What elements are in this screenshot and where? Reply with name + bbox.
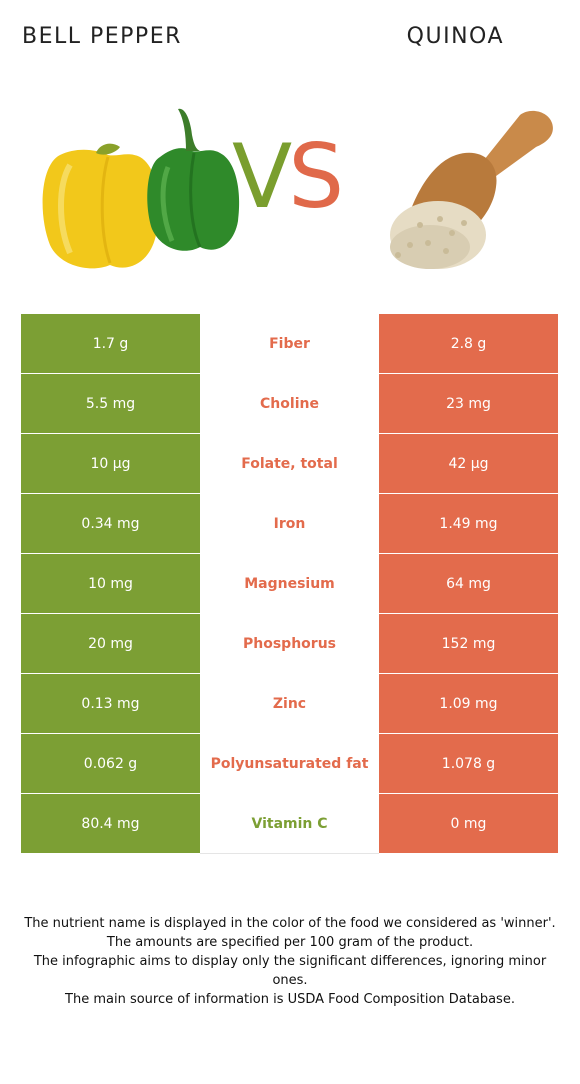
left-value: 0.34 mg — [21, 493, 200, 554]
nutrient-name: Fiber — [200, 314, 379, 374]
right-value: 0 mg — [379, 793, 558, 854]
left-value: 10 mg — [21, 553, 200, 614]
nutrient-comparison-table: 1.7 g Fiber 2.8 g 5.5 mg Choline 23 mg 10 µg Fo… — [21, 314, 558, 854]
left-value: 80.4 mg — [21, 793, 200, 854]
left-value: 5.5 mg — [21, 373, 200, 434]
table-row: 20 mg Phosphorus 152 mg — [21, 613, 558, 674]
table-row: 1.7 g Fiber 2.8 g — [21, 314, 558, 374]
right-value: 1.49 mg — [379, 493, 558, 554]
right-food-title: QUINOA — [406, 24, 504, 49]
footnote-line: The nutrient name is displayed in the co… — [24, 916, 556, 931]
left-value: 10 µg — [21, 433, 200, 494]
footnote-line: The infographic aims to display only the… — [33, 954, 547, 988]
nutrient-name: Choline — [200, 373, 379, 434]
right-value: 1.09 mg — [379, 673, 558, 734]
nutrient-name: Vitamin C — [200, 793, 379, 854]
left-value: 1.7 g — [21, 314, 200, 374]
nutrient-name: Folate, total — [200, 433, 379, 494]
green-pepper-image — [147, 108, 240, 251]
quinoa-scoop-image — [390, 110, 553, 269]
right-value: 2.8 g — [379, 314, 558, 374]
versus-v: V — [232, 125, 292, 228]
left-value: 20 mg — [21, 613, 200, 674]
footnote-line: The amounts are specified per 100 gram o… — [106, 935, 474, 950]
nutrient-name: Phosphorus — [200, 613, 379, 674]
table-row: 5.5 mg Choline 23 mg — [21, 373, 558, 434]
versus-s: S — [288, 125, 344, 228]
nutrient-name: Polyunsaturated fat — [200, 733, 379, 794]
nutrient-name: Magnesium — [200, 553, 379, 614]
right-value: 1.078 g — [379, 733, 558, 794]
yellow-pepper-image — [42, 143, 159, 269]
left-value: 0.13 mg — [21, 673, 200, 734]
footnote: The nutrient name is displayed in the co… — [20, 914, 560, 1009]
left-value: 0.062 g — [21, 733, 200, 794]
table-row: 0.13 mg Zinc 1.09 mg — [21, 673, 558, 734]
right-value: 152 mg — [379, 613, 558, 674]
table-row: 10 µg Folate, total 42 µg — [21, 433, 558, 494]
versus-label: VS — [232, 133, 344, 221]
right-value: 23 mg — [379, 373, 558, 434]
table-row: 0.062 g Polyunsaturated fat 1.078 g — [21, 733, 558, 794]
right-value: 64 mg — [379, 553, 558, 614]
table-row: 10 mg Magnesium 64 mg — [21, 553, 558, 614]
table-row: 0.34 mg Iron 1.49 mg — [21, 493, 558, 554]
food-illustrations — [42, 108, 553, 269]
left-food-title: BELL PEPPER — [22, 24, 182, 49]
nutrient-name: Zinc — [200, 673, 379, 734]
right-value: 42 µg — [379, 433, 558, 494]
nutrient-name: Iron — [200, 493, 379, 554]
footnote-line: The main source of information is USDA F… — [65, 992, 515, 1007]
